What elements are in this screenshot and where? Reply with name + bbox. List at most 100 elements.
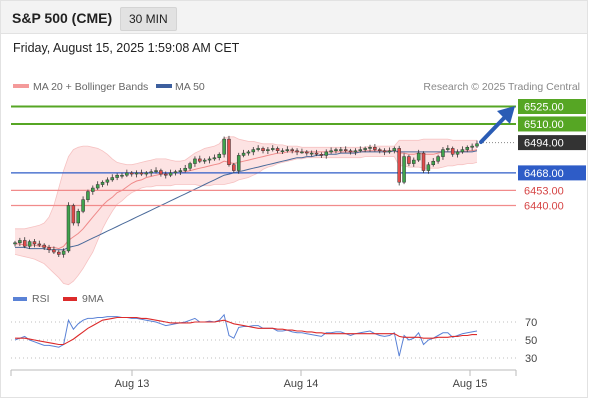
candle — [139, 169, 144, 176]
candle-body — [329, 150, 333, 153]
candle-body — [134, 172, 139, 175]
level-tag-last — [518, 135, 586, 151]
candle-body — [353, 150, 358, 153]
candle-body — [178, 170, 183, 172]
candle-body — [217, 154, 222, 158]
candle-body — [66, 205, 71, 252]
candle — [95, 181, 100, 190]
candle — [32, 239, 37, 248]
candle — [334, 147, 338, 154]
candle-body — [183, 167, 187, 171]
candle — [441, 147, 445, 160]
candle — [18, 237, 22, 247]
candle-body — [412, 159, 416, 164]
candle — [465, 145, 470, 153]
candle-body — [256, 148, 260, 150]
candle — [348, 148, 353, 155]
candle — [392, 146, 397, 154]
level-label-6453.00: 6453.00 — [524, 185, 564, 197]
candle — [173, 169, 178, 176]
candle-body — [441, 149, 445, 157]
candle — [373, 144, 377, 152]
candle-body — [339, 149, 343, 151]
candle-body — [42, 244, 46, 248]
candle — [105, 177, 110, 186]
candle — [81, 196, 85, 214]
candle — [256, 145, 260, 152]
candle-body — [47, 247, 51, 251]
candle — [436, 154, 440, 164]
candle — [470, 143, 474, 151]
candle — [324, 149, 328, 159]
instrument-title: S&P 500 (CME) — [12, 10, 113, 26]
candle-body — [32, 241, 37, 245]
timeframe-button[interactable]: 30 MIN — [120, 7, 177, 31]
candle-body — [193, 158, 197, 164]
candle — [446, 145, 450, 152]
candle — [266, 147, 270, 155]
rsi-ma-line — [15, 316, 477, 346]
candle-body — [305, 151, 309, 154]
candle-body — [22, 240, 27, 247]
candle-body — [266, 149, 270, 152]
candle — [450, 146, 455, 157]
level-label-6468.00: 6468.00 — [524, 168, 564, 180]
candle — [115, 173, 119, 181]
candle-body — [392, 148, 397, 152]
candle — [280, 148, 285, 155]
candle — [421, 151, 426, 174]
candle — [431, 157, 435, 167]
candle-body — [236, 155, 241, 171]
candle-body — [416, 152, 421, 161]
candle-body — [173, 171, 178, 174]
candle — [460, 146, 465, 154]
candle-body — [95, 184, 100, 189]
candle — [168, 169, 173, 178]
candle-body — [202, 159, 207, 162]
legend-swatch-rsi-ma — [63, 297, 77, 301]
candle — [52, 246, 56, 254]
candle-body — [387, 150, 392, 153]
candle-body — [168, 172, 173, 176]
candle — [377, 147, 382, 154]
candle — [76, 208, 80, 227]
candle — [125, 169, 129, 178]
candle-body — [421, 152, 426, 171]
candle-body — [149, 171, 153, 174]
candle — [402, 153, 406, 185]
candle-body — [319, 154, 324, 156]
level-tag-resistance — [518, 116, 586, 132]
candle-body — [334, 149, 338, 152]
candle — [416, 149, 421, 162]
candle — [212, 154, 217, 161]
candle-body — [86, 191, 90, 200]
candle-body — [280, 150, 285, 153]
candle-body — [295, 150, 299, 153]
candle — [222, 136, 226, 158]
legend-label-rsi: RSI — [32, 293, 50, 305]
candle-body — [120, 174, 124, 177]
candle-body — [285, 149, 290, 152]
level-tag-resistance — [518, 99, 586, 114]
candle-body — [27, 241, 32, 247]
candle — [412, 157, 416, 167]
candle-body — [373, 147, 377, 150]
candle — [37, 240, 42, 247]
candle-body — [81, 199, 85, 212]
candle — [110, 174, 115, 182]
candle — [129, 171, 134, 177]
candle — [241, 149, 246, 158]
candle — [314, 149, 319, 157]
candle-body — [377, 149, 382, 152]
candle-body — [100, 181, 105, 185]
legend-swatch-ma20 — [13, 84, 29, 88]
candle-body — [436, 156, 440, 162]
candle — [188, 161, 192, 171]
candle — [149, 169, 153, 177]
candle-body — [261, 148, 265, 152]
candle-body — [125, 172, 129, 176]
candle-body — [207, 158, 212, 161]
candle-body — [470, 145, 474, 148]
candle-body — [139, 172, 144, 175]
